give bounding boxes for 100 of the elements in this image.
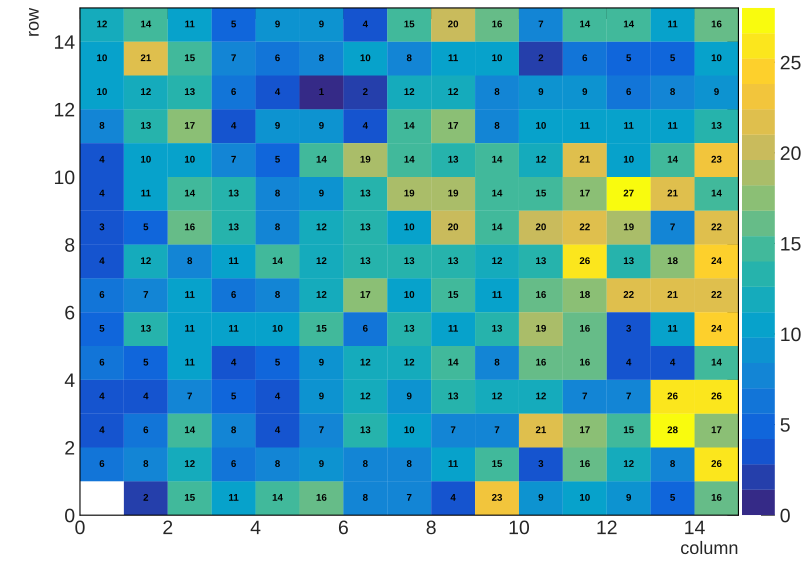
data-label: 13 <box>712 122 722 129</box>
x-tick-label: 4 <box>250 520 260 534</box>
data-label: 16 <box>580 324 590 332</box>
data-label: 14 <box>141 20 152 28</box>
data-label: 7 <box>187 392 192 400</box>
data-label: 12 <box>97 20 107 28</box>
data-label: 8 <box>362 494 368 501</box>
data-label: 16 <box>580 460 590 468</box>
data-label: 12 <box>536 156 546 163</box>
data-label: 9 <box>538 88 544 96</box>
data-label: 8 <box>275 291 280 298</box>
data-label: 12 <box>492 257 502 264</box>
data-label: 8 <box>494 88 500 96</box>
data-label: 4 <box>362 122 368 129</box>
data-label: 14 <box>492 190 502 196</box>
data-label: 8 <box>494 358 500 366</box>
data-label: 7 <box>144 291 148 298</box>
data-label: 7 <box>450 426 456 434</box>
data-label: 11 <box>448 54 458 62</box>
data-label: 6 <box>275 54 280 62</box>
y-tick-label: 0 <box>65 508 74 522</box>
data-label: 8 <box>275 223 280 230</box>
data-label: 7 <box>406 494 412 501</box>
data-label: 4 <box>231 358 236 366</box>
data-label: 19 <box>536 324 546 332</box>
data-label: 14 <box>272 257 283 264</box>
data-label: 13 <box>360 257 370 264</box>
data-label: 7 <box>582 392 588 400</box>
data-label: 14 <box>316 156 327 163</box>
data-label: 12 <box>141 88 151 95</box>
data-label: 6 <box>582 54 588 62</box>
data-label: 8 <box>100 122 104 129</box>
data-label: 10 <box>404 223 414 230</box>
color-bar-label: 15 <box>781 237 801 251</box>
data-label: 9 <box>626 494 632 501</box>
data-label: 13 <box>228 223 239 230</box>
data-label: 19 <box>624 223 634 230</box>
data-label: 14 <box>404 122 415 129</box>
data-label: 17 <box>580 190 590 196</box>
data-label: 4 <box>362 20 368 28</box>
y-tick-label: 8 <box>65 238 74 252</box>
data-label: 5 <box>231 392 236 400</box>
data-label: 14 <box>492 224 502 230</box>
data-label: 14 <box>580 20 590 28</box>
color-bar-label: 25 <box>780 56 801 70</box>
data-label: 2 <box>538 54 544 62</box>
data-label: 22 <box>711 291 722 298</box>
data-label: 8 <box>187 257 192 264</box>
data-label: 21 <box>668 190 678 196</box>
data-label: 6 <box>626 88 632 96</box>
data-label: 13 <box>624 257 634 264</box>
data-label: 22 <box>580 223 590 230</box>
data-label: 5 <box>275 156 280 163</box>
data-label: 6 <box>231 291 236 298</box>
data-label: 18 <box>580 291 590 298</box>
data-label: 7 <box>626 392 631 400</box>
data-label: 11 <box>624 122 634 129</box>
data-label: 16 <box>184 223 195 230</box>
x-tick-label: 12 <box>597 520 617 534</box>
data-label: 13 <box>492 324 502 332</box>
data-label: 12 <box>316 291 326 298</box>
data-label: 3 <box>99 223 104 230</box>
color-bar-label: 0 <box>780 508 790 522</box>
data-label: 6 <box>100 460 104 468</box>
data-label: 12 <box>184 460 195 467</box>
data-label: 14 <box>448 358 458 366</box>
data-label: 12 <box>316 223 326 230</box>
data-label: 14 <box>712 358 722 366</box>
data-label: 12 <box>141 257 151 264</box>
data-label: 5 <box>275 358 280 366</box>
data-label: 13 <box>536 257 546 264</box>
data-label: 10 <box>624 156 634 163</box>
x-tick-label: 10 <box>510 520 530 534</box>
data-label: 4 <box>670 358 676 366</box>
data-label: 13 <box>404 324 414 332</box>
y-tick-label: 2 <box>65 440 74 455</box>
data-label: 15 <box>184 494 195 501</box>
data-label: 4 <box>231 122 236 129</box>
data-label: 11 <box>185 358 195 366</box>
data-label: 22 <box>711 223 722 230</box>
data-label: 15 <box>492 460 502 468</box>
data-label: 11 <box>229 257 238 264</box>
data-label: 11 <box>448 324 458 332</box>
data-label: 16 <box>316 494 326 501</box>
data-label: 14 <box>492 156 502 163</box>
color-bar-label: 20 <box>780 146 801 160</box>
data-label: 17 <box>580 426 590 434</box>
data-label: 11 <box>185 324 195 332</box>
data-label: 11 <box>185 291 195 298</box>
data-label: 19 <box>404 190 414 196</box>
data-label: 12 <box>316 257 326 264</box>
data-label: 11 <box>668 20 678 28</box>
data-label: 26 <box>668 392 678 400</box>
data-label: 10 <box>404 291 414 298</box>
data-label: 13 <box>448 257 458 264</box>
data-label: 23 <box>711 156 722 163</box>
x-tick-label: 2 <box>163 520 172 534</box>
x-tick-label: 6 <box>338 520 348 534</box>
data-label: 6 <box>100 291 104 298</box>
data-label: 15 <box>536 190 546 196</box>
